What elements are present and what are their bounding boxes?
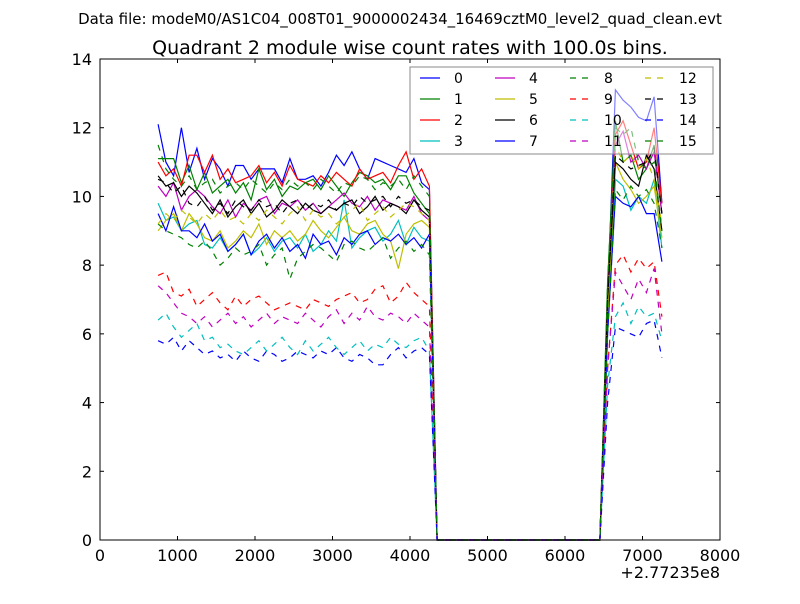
series-line-13 [157,146,663,541]
y-tick-label: 0 [82,531,92,550]
legend-label-12: 12 [679,71,697,87]
x-tick-label: 0 [95,546,105,565]
y-tick-label: 12 [72,119,92,138]
x-tick-label: 3000 [312,546,353,565]
series-line-5 [157,161,663,541]
legend-label-8: 8 [604,71,613,87]
y-tick-label: 4 [82,394,92,413]
series-line-9 [157,253,663,541]
x-tick-label: 1000 [157,546,198,565]
x-tick-label: 4000 [390,546,431,565]
legend-label-6: 6 [529,113,538,129]
series-line-3 [157,178,663,541]
chart-title: Quadrant 2 module wise count rates with … [152,37,668,59]
legend-label-9: 9 [604,92,613,108]
x-tick-label: 6000 [545,546,586,565]
series-lines [157,88,663,541]
legend-label-7: 7 [529,134,538,150]
x-tick-label: 2000 [235,546,276,565]
legend-label-2: 2 [454,113,463,129]
legend-label-13: 13 [679,92,697,108]
legend-label-0: 0 [454,71,463,87]
figure-suptitle: Data file: modeM0/AS1C04_008T01_90000024… [78,10,722,29]
x-tick-label: 5000 [467,546,508,565]
series-line-11 [157,268,663,541]
legend-label-15: 15 [679,134,697,150]
y-tick-label: 8 [82,256,92,275]
series-line-10 [157,301,663,541]
series-line-12 [157,144,663,541]
series-line-8 [157,185,663,541]
axes: 0 1000 2000 3000 4000 5000 6000 7000 80000246810… [72,50,741,565]
legend-box [409,66,714,155]
legend-label-1: 1 [454,92,463,108]
legend-label-14: 14 [679,113,697,129]
series-line-4 [157,129,663,541]
y-tick-label: 6 [82,325,92,344]
series-line-0 [157,88,663,541]
x-offset-label: +2.77235e8 [620,563,720,582]
legend-label-5: 5 [529,92,538,108]
legend-label-4: 4 [529,71,538,87]
series-line-14 [157,319,663,541]
series-line-1 [158,120,663,541]
legend-label-11: 11 [604,134,622,150]
x-tick-label: 8000 [700,546,741,565]
y-tick-label: 10 [72,187,92,206]
x-tick-label: 7000 [622,546,663,565]
y-tick-label: 2 [82,462,92,481]
y-tick-label: 14 [72,50,92,69]
legend-label-3: 3 [454,134,463,150]
series-line-7 [157,195,663,541]
legend-label-10: 10 [604,113,622,129]
